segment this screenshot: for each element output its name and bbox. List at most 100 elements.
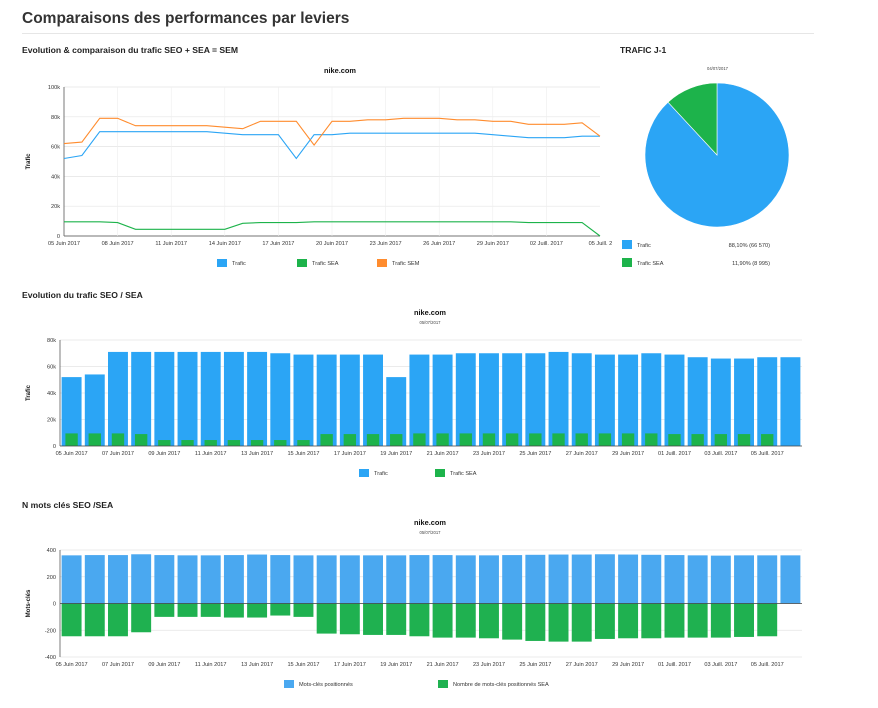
- bar: [479, 555, 499, 604]
- bar: [734, 555, 754, 604]
- series-line: [63, 131, 600, 160]
- x-tick-label: 05 Juin 2017: [56, 451, 88, 457]
- bar: [88, 433, 101, 446]
- legend-value: 88,10% (66 570): [729, 243, 770, 249]
- x-tick-label: 21 Juin 2017: [427, 662, 459, 668]
- bar: [200, 603, 221, 617]
- bar: [455, 555, 476, 604]
- x-tick-label: 02 Juill. 2017: [530, 241, 563, 247]
- bar: [432, 603, 453, 638]
- x-tick-label: 29 Juin 2017: [612, 451, 644, 457]
- bar: [455, 603, 476, 638]
- bar: [710, 555, 731, 604]
- bar: [409, 555, 430, 604]
- x-tick-label: 03 Juill. 2017: [704, 662, 737, 668]
- y-tick-label: 60k: [47, 365, 56, 371]
- legend-label: Trafic: [374, 471, 388, 477]
- x-tick-label: 17 Juin 2017: [262, 241, 294, 247]
- bar: [250, 440, 264, 446]
- bar: [734, 603, 754, 637]
- x-tick-label: 07 Juin 2017: [102, 662, 134, 668]
- bar: [386, 555, 407, 604]
- bar: [432, 555, 453, 604]
- x-tick-label: 13 Juin 2017: [241, 662, 273, 668]
- bar: [780, 357, 801, 446]
- bar: [687, 555, 708, 604]
- x-tick-label: 11 Juin 2017: [195, 451, 227, 457]
- bar: [571, 353, 592, 446]
- legend-label: Trafic SEA: [637, 261, 664, 267]
- pie-slice: [667, 82, 718, 156]
- bar: [108, 603, 128, 637]
- section-title-sem: Evolution & comparaison du trafic SEO + …: [22, 45, 239, 55]
- bar: [525, 353, 546, 446]
- section-title-mots: N mots clés SEO /SEA: [22, 500, 114, 510]
- bar: [714, 434, 728, 446]
- section-title-pie: TRAFIC J-1: [620, 45, 667, 55]
- bar: [571, 554, 592, 604]
- x-tick-label: 05 Juin 2017: [56, 662, 88, 668]
- x-tick-label: 23 Juin 2017: [370, 241, 402, 247]
- bar: [691, 434, 704, 446]
- bar: [641, 603, 662, 639]
- y-tick-label: 0: [53, 444, 56, 450]
- bar: [158, 440, 171, 446]
- x-tick-label: 17 Juin 2017: [334, 662, 366, 668]
- bar: [200, 555, 221, 604]
- x-tick-label: 15 Juin 2017: [287, 451, 319, 457]
- bar: [61, 555, 82, 604]
- bar: [293, 555, 314, 604]
- x-tick-label: 27 Juin 2017: [566, 662, 598, 668]
- chart-title-sem: nike.com: [323, 66, 357, 75]
- y-tick-label: -400: [45, 655, 56, 661]
- bar: [479, 353, 499, 446]
- bar: [65, 433, 78, 446]
- legend-swatch: [377, 259, 387, 267]
- y-tick-label: 0: [53, 602, 56, 608]
- legend-label: Trafic: [232, 261, 246, 267]
- y-tick-label: 80k: [51, 115, 60, 121]
- bar: [223, 603, 244, 618]
- bar: [737, 434, 751, 446]
- bar: [594, 554, 615, 604]
- y-tick-label: 80k: [47, 338, 56, 344]
- bar: [177, 555, 198, 604]
- legend-swatch: [217, 259, 227, 267]
- x-tick-label: 08 Juin 2017: [102, 241, 134, 247]
- bar: [154, 603, 175, 617]
- bar: [757, 555, 778, 604]
- legend-swatch: [438, 680, 448, 688]
- bar: [84, 374, 105, 446]
- bar: [177, 603, 198, 617]
- y-tick-label: 20k: [51, 204, 60, 210]
- x-tick-label: 21 Juin 2017: [427, 451, 459, 457]
- bar: [505, 433, 519, 446]
- bar: [668, 434, 681, 446]
- bar: [297, 440, 310, 446]
- bar: [108, 351, 128, 446]
- bar: [181, 440, 194, 446]
- bar: [594, 603, 615, 639]
- bar: [316, 354, 337, 446]
- bar: [131, 603, 152, 633]
- x-tick-label: 23 Juin 2017: [473, 662, 505, 668]
- bar: [552, 433, 565, 446]
- bar: [270, 555, 291, 604]
- legend-label: Trafic SEA: [312, 261, 339, 267]
- bar: [247, 603, 268, 618]
- bar: [687, 603, 708, 638]
- x-tick-label: 23 Juin 2017: [473, 451, 505, 457]
- x-tick-label: 01 Juill. 2017: [658, 662, 691, 668]
- legend-swatch: [359, 469, 369, 477]
- bar: [575, 433, 588, 446]
- legend-label: Nombre de mots-clés positionnés SEA: [453, 682, 549, 688]
- bar: [390, 434, 403, 446]
- bar: [432, 354, 453, 446]
- legend-label: Trafic SEA: [450, 471, 477, 477]
- bar: [710, 603, 731, 638]
- x-tick-label: 15 Juin 2017: [287, 662, 319, 668]
- page-title: Comparaisons des performances par levier…: [22, 10, 350, 27]
- y-tick-label: 0: [57, 234, 60, 240]
- bar: [363, 354, 383, 446]
- bar: [502, 603, 523, 640]
